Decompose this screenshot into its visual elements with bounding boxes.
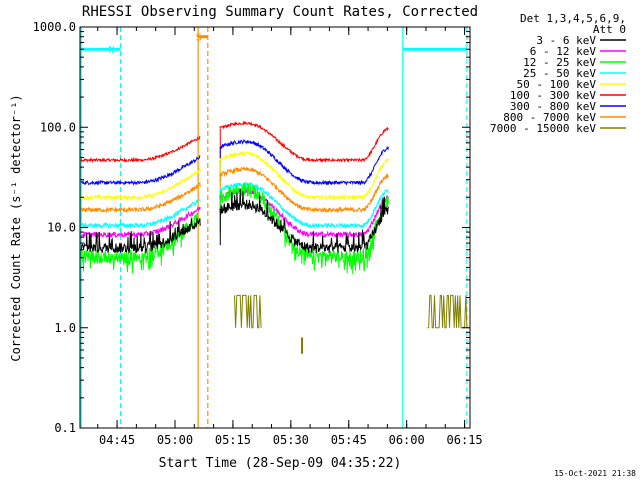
legend-label: 6 - 12 keV <box>530 45 597 58</box>
y-tick-label: 1.0 <box>54 321 76 335</box>
series-segment <box>219 150 389 201</box>
series-segment <box>80 218 201 255</box>
legend-label: 12 - 25 keV <box>523 56 596 69</box>
x-tick-label: 06:15 <box>447 433 483 447</box>
legend-label: 100 - 300 keV <box>510 89 596 102</box>
legend-label: 50 - 100 keV <box>517 78 597 91</box>
x-tick-label: 05:00 <box>157 433 193 447</box>
y-tick-label: 1000.0 <box>33 20 76 34</box>
series-segment <box>219 183 389 275</box>
x-tick-label: 04:45 <box>99 433 135 447</box>
series-segment <box>234 294 262 329</box>
legend-label: 25 - 50 keV <box>523 67 596 80</box>
x-tick-label: 05:15 <box>215 433 251 447</box>
series-segment <box>219 188 389 255</box>
generation-timestamp: 15-Oct-2021 21:38 <box>554 469 636 478</box>
y-tick-label: 0.1 <box>54 421 76 435</box>
legend-header: Det 1,3,4,5,6,9, <box>520 12 626 25</box>
x-tick-label: 05:45 <box>331 433 367 447</box>
series-segment <box>219 166 389 214</box>
legend-label: 800 - 7000 keV <box>503 111 596 124</box>
legend-label: 3 - 6 keV <box>536 34 596 47</box>
night-flag-label: N <box>109 45 115 56</box>
x-tick-label: 06:00 <box>389 433 425 447</box>
x-tick-label: 05:30 <box>273 433 309 447</box>
series-segment <box>80 182 201 214</box>
plot-area: NS <box>80 27 470 428</box>
y-tick-label: 10.0 <box>47 221 76 235</box>
legend-label: 300 - 800 keV <box>510 100 596 113</box>
x-axis-label: Start Time (28-Sep-09 04:35:22) <box>159 456 402 471</box>
saa-flag: S <box>196 27 209 428</box>
series-segment <box>80 135 201 164</box>
legend-label: 7000 - 15000 keV <box>490 122 596 135</box>
saa-flag-label: S <box>196 33 202 44</box>
series-segment <box>80 167 201 202</box>
series-segment <box>219 138 389 186</box>
night-flag: N <box>80 27 468 428</box>
axes: 1000.0 100.0 10.0 1.0 0.1 04:45 05:00 05:15 05:3… <box>33 20 483 447</box>
series-segment <box>80 155 201 186</box>
series-3-6keV <box>80 188 389 255</box>
legend-header: Att 0 <box>593 23 626 36</box>
y-tick-label: 100.0 <box>40 120 76 134</box>
chart-title: RHESSI Observing Summary Count Rates, Co… <box>82 4 478 20</box>
series-segment <box>219 120 389 164</box>
series-segment <box>81 198 201 230</box>
y-axis-label: Corrected Count Rate (s⁻¹ detector⁻¹) <box>9 94 23 361</box>
